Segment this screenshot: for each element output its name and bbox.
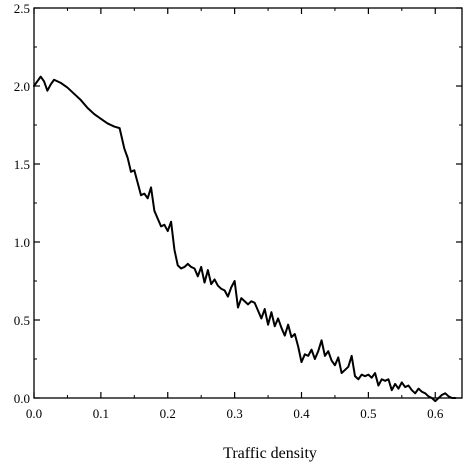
y-tick-label: 0.0 [14, 391, 30, 406]
x-tick-label: 0.3 [227, 406, 243, 421]
plot-border [33, 7, 463, 399]
plot-frame [33, 7, 463, 399]
y-tick-label: 2.5 [14, 1, 30, 16]
x-tick-label: 0.6 [427, 406, 444, 421]
y-axis-ticks: 0.0 0.5 1.0 1.5 2.0 2.5 [14, 1, 462, 406]
y-tick-label: 2.0 [14, 79, 30, 94]
series-line [33, 75, 457, 403]
y-tick-label: 1.0 [14, 235, 30, 250]
y-tick-label: 0.5 [14, 313, 30, 328]
x-tick-label: 0.5 [360, 406, 376, 421]
x-tick-label: 0.4 [293, 406, 310, 421]
x-axis-ticks: 0.0 0.1 0.2 0.3 0.4 0.5 0.6 [26, 8, 444, 421]
x-axis-title: Traffic density [223, 445, 317, 462]
x-tick-label: 0.2 [160, 406, 176, 421]
series-layer [33, 75, 457, 403]
y-tick-label: 1.5 [14, 157, 30, 172]
x-tick-label: 0.1 [93, 406, 109, 421]
x-tick-label: 0.0 [26, 406, 42, 421]
